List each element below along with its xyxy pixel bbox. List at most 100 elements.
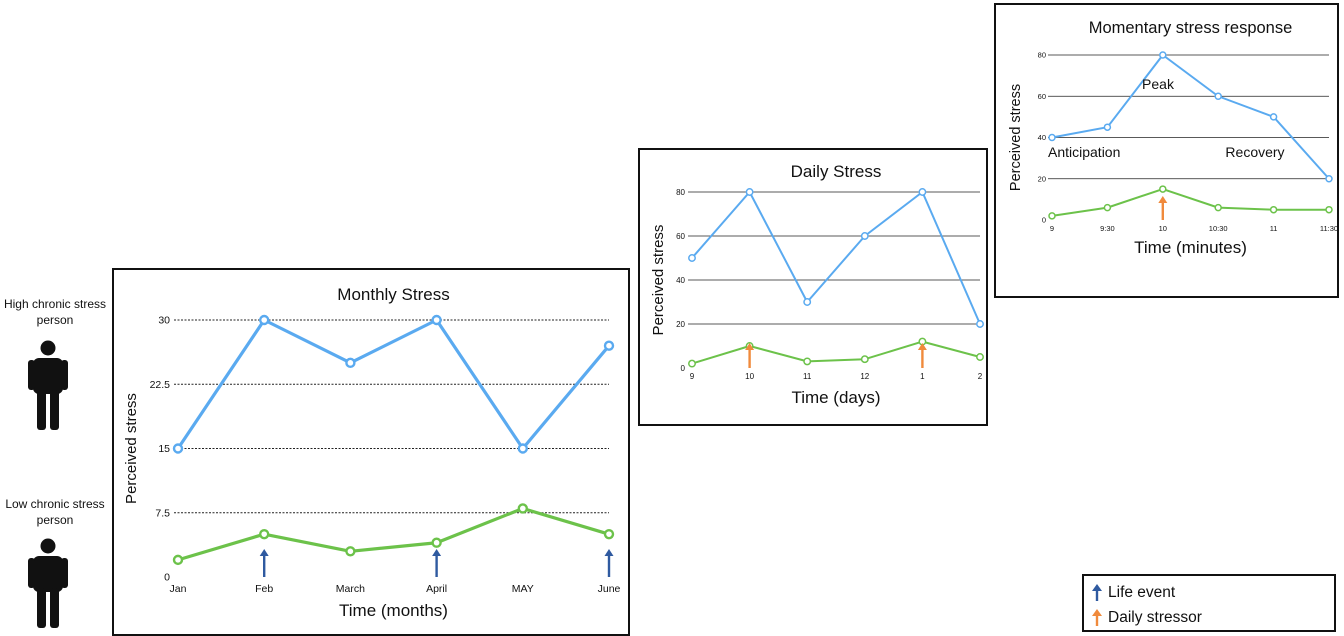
y-tick-label: 40: [1038, 133, 1046, 142]
low-stress-point: [860, 355, 869, 364]
y-tick-label: 0: [164, 572, 170, 584]
low-stress-point: [517, 503, 528, 514]
high-stress-point: [517, 443, 528, 454]
low-stress-point: [1048, 212, 1056, 220]
y-tick-label: 0: [1042, 216, 1046, 225]
life-event-arrow-head: [259, 549, 269, 556]
low-stress-point: [1325, 205, 1333, 214]
high-stress-point: [1048, 133, 1056, 142]
low-stress-point: [1214, 203, 1222, 212]
x-tick-label: MAY: [512, 583, 534, 595]
y-axis-label: Perceived stress: [123, 393, 140, 504]
momentary-stress-chart: Momentary stress response 0 20 40 60 80 9 9:30 1…: [994, 3, 1339, 298]
x-tick-label: 10: [745, 372, 754, 381]
x-tick-label: 2: [978, 372, 983, 381]
high-chronic-stress-label: High chronic stress person: [3, 297, 107, 327]
high-stress-point: [745, 188, 754, 196]
y-tick-label: 20: [676, 320, 685, 329]
legend-label-daily-stressor: Daily stressor: [1108, 609, 1202, 626]
y-tick-label: 40: [676, 276, 685, 285]
legend: Life event Daily stressor: [1082, 574, 1336, 632]
x-tick-label: 9:30: [1100, 224, 1115, 233]
low-stress-point: [1269, 205, 1278, 214]
x-tick-label: 1: [920, 372, 925, 381]
high-stress-point: [603, 340, 615, 351]
high-stress-point: [1325, 175, 1333, 183]
high-stress-point: [1269, 113, 1278, 121]
low-chronic-stress-label: Low chronic stress person: [5, 497, 105, 527]
x-tick-label: 10:30: [1209, 224, 1228, 233]
person-icon: [28, 340, 68, 430]
legend-item-life-event: Life event: [1092, 582, 1175, 604]
x-tick-label: Jan: [170, 583, 187, 595]
x-tick-label: 11: [1270, 224, 1278, 233]
legend-item-daily-stressor: Daily stressor: [1092, 607, 1202, 629]
low-stress-point: [976, 353, 984, 361]
legend-label-life-event: Life event: [1108, 584, 1176, 601]
blue-arrow-icon: [1092, 584, 1102, 601]
x-tick-label: Feb: [255, 583, 273, 595]
high-stress-point: [172, 443, 184, 454]
x-tick-label: March: [336, 583, 365, 595]
y-tick-label: 60: [1038, 92, 1046, 101]
low-stress-point: [688, 359, 696, 368]
low-stress-series-line: [177, 506, 610, 562]
high-stress-series-line: [176, 318, 611, 451]
y-tick-label: 15: [158, 443, 170, 455]
y-tick-label: 0: [681, 364, 686, 373]
high-stress-point: [1214, 92, 1222, 100]
low-stress-point: [172, 554, 184, 566]
low-stress-point: [603, 528, 615, 540]
y-tick-label: 20: [1038, 174, 1046, 183]
monthly-stress-chart: Monthly Stress 0 7.5 15 22.5 30 Jan Feb March Apr…: [112, 268, 630, 636]
y-tick-label: 7.5: [155, 507, 170, 519]
y-axis-label: Perceived stress: [1008, 84, 1024, 191]
y-tick-label: 30: [158, 315, 170, 327]
high-stress-point: [918, 188, 927, 196]
annotation-peak: Peak: [1142, 76, 1175, 92]
high-stress-series-line: [1051, 54, 1330, 180]
low-stress-series-line: [691, 340, 981, 365]
y-tick-label: 22.5: [150, 379, 171, 391]
orange-arrow-icon: [1092, 609, 1102, 626]
high-stress-point: [258, 314, 270, 326]
high-stress-point: [976, 320, 984, 328]
daily-stressor-arrow-head: [745, 343, 755, 350]
x-tick-label: 9: [690, 372, 695, 381]
high-stress-point: [860, 232, 869, 240]
high-stress-series-line: [691, 191, 981, 325]
chart-title: Daily Stress: [791, 162, 882, 181]
y-tick-label: 60: [676, 232, 685, 241]
high-stress-point: [431, 314, 442, 326]
low-stress-point: [803, 357, 812, 366]
x-tick-label: June: [598, 583, 621, 595]
monthly-stress-plot: Monthly Stress 0 7.5 15 22.5 30 Jan Feb March Apr…: [123, 285, 621, 620]
low-stress-point: [431, 537, 442, 548]
x-tick-label: 12: [860, 372, 869, 381]
low-stress-point: [345, 546, 356, 557]
x-tick-label: April: [426, 583, 447, 595]
life-event-arrow-head: [604, 549, 614, 556]
annotation-anticipation: Anticipation: [1048, 144, 1120, 160]
x-axis-label: Time (months): [339, 601, 448, 620]
low-stress-point: [258, 528, 270, 540]
daily-stressor-arrow-head: [917, 343, 927, 350]
y-tick-label: 80: [1038, 51, 1046, 60]
low-stress-point: [1103, 203, 1112, 212]
x-tick-label: 10: [1159, 224, 1167, 233]
low-stress-series-line: [1051, 188, 1329, 217]
y-axis-label: Perceived stress: [650, 225, 667, 336]
person-icon: [28, 538, 68, 628]
x-tick-label: 11: [803, 372, 812, 381]
x-tick-label: 9: [1050, 224, 1054, 233]
low-stress-point: [1159, 185, 1167, 193]
high-stress-point: [345, 357, 356, 369]
x-axis-label: Time (minutes): [1134, 238, 1247, 257]
high-stress-point: [1159, 51, 1167, 59]
chart-title: Momentary stress response: [1089, 19, 1293, 37]
daily-stressor-arrow-head: [1158, 196, 1168, 203]
high-stress-point: [1103, 123, 1112, 131]
chart-title: Monthly Stress: [337, 285, 449, 304]
high-stress-point: [688, 254, 696, 262]
